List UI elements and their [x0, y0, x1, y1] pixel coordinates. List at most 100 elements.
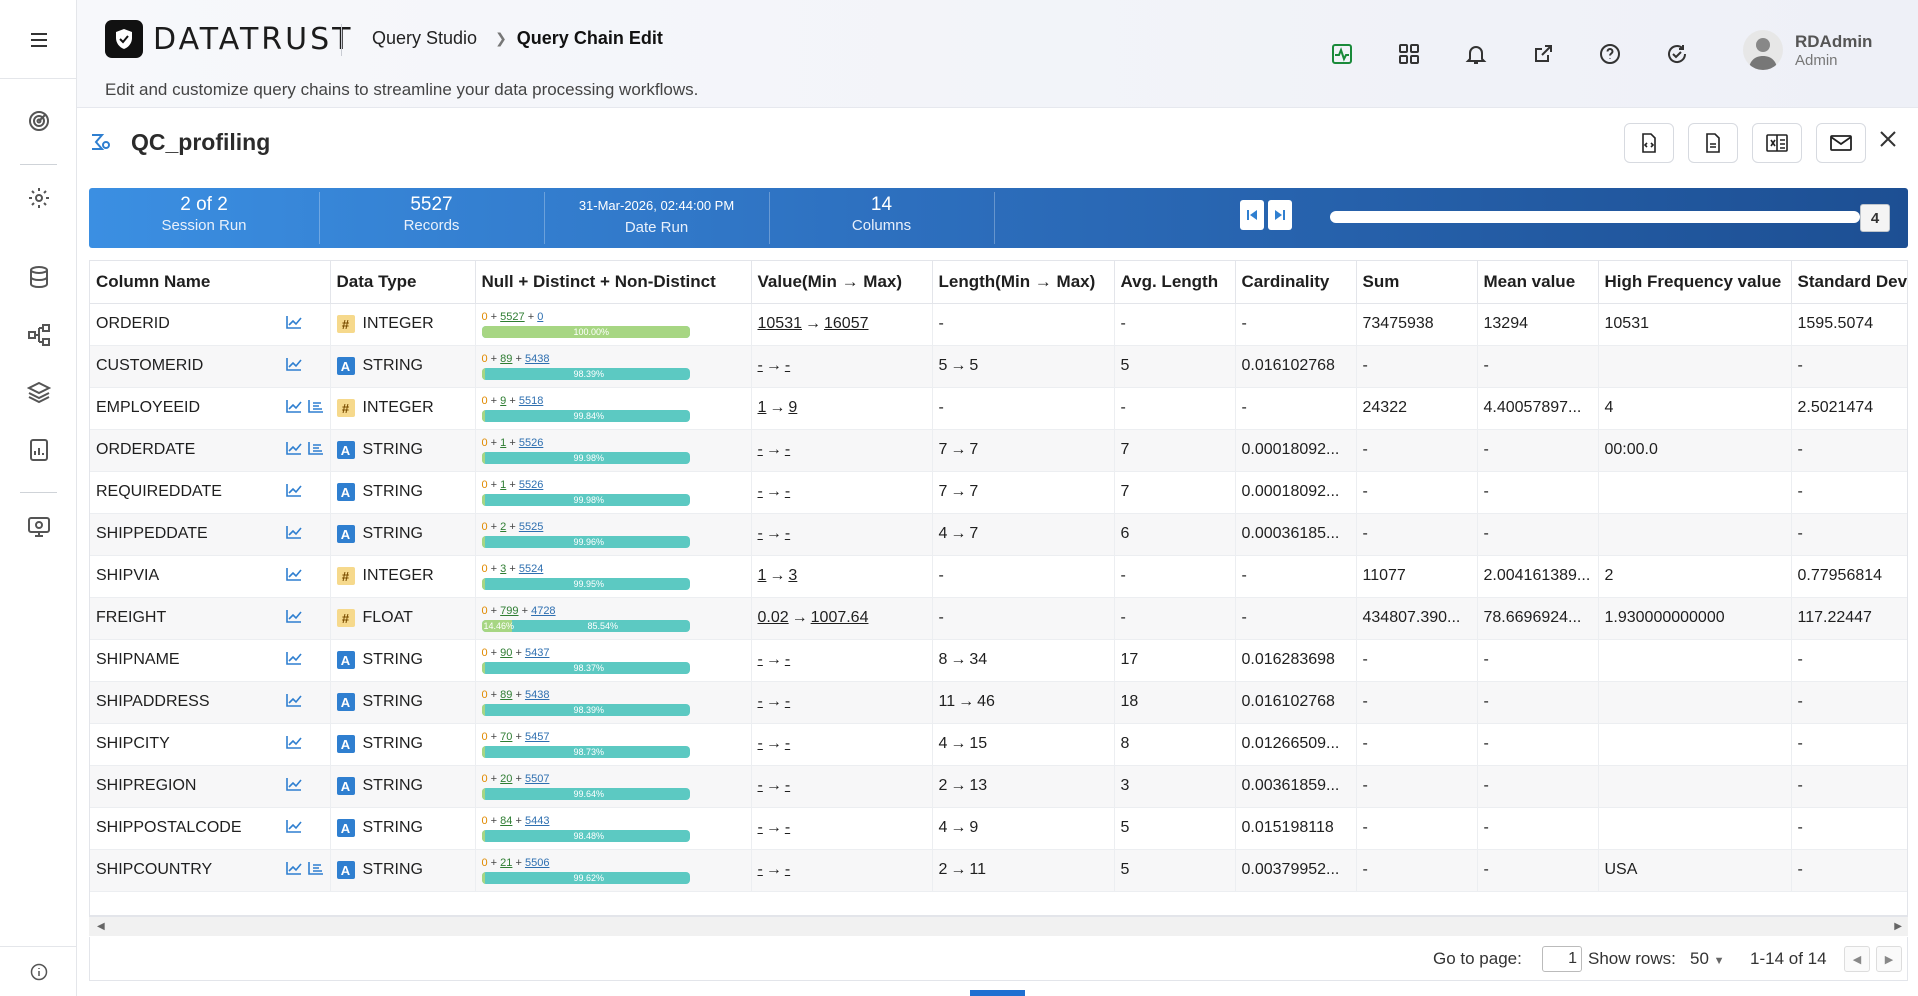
null-count[interactable]: 0: [481, 857, 488, 869]
value-max[interactable]: 1007.64: [810, 609, 869, 626]
table-row[interactable]: FREIGHT # FLOAT 0 + 799 + 4728 14.46% 85.54% 0…: [90, 597, 1907, 640]
refresh-check-icon[interactable]: [1666, 40, 1733, 68]
column-header[interactable]: Data Type: [330, 261, 476, 304]
rows-per-page-select[interactable]: 50 ▼: [1690, 949, 1725, 969]
activity-icon[interactable]: [1331, 40, 1398, 68]
null-count[interactable]: 0: [481, 437, 488, 449]
distinct-count[interactable]: 70: [500, 731, 513, 743]
non-distinct-count[interactable]: 5524: [518, 563, 544, 575]
value-max[interactable]: -: [784, 441, 791, 458]
distinct-count[interactable]: 799: [500, 605, 519, 617]
monitor-settings-icon[interactable]: [0, 507, 77, 547]
null-count[interactable]: 0: [481, 521, 488, 533]
table-row[interactable]: SHIPADDRESS A STRING 0 + 89 + 5438 98.39% - → -…: [90, 681, 1907, 724]
null-count[interactable]: 0: [481, 689, 488, 701]
null-count[interactable]: 0: [481, 563, 488, 575]
trend-chart-icon[interactable]: [285, 735, 302, 754]
value-max[interactable]: -: [784, 525, 791, 542]
close-icon[interactable]: [1878, 129, 1898, 154]
trend-chart-icon[interactable]: [285, 525, 302, 544]
value-min[interactable]: -: [757, 861, 763, 878]
value-min[interactable]: -: [757, 819, 763, 836]
null-count[interactable]: 0: [481, 605, 488, 617]
value-max[interactable]: -: [784, 483, 791, 500]
database-icon[interactable]: [0, 257, 77, 297]
export-pdf-button[interactable]: [1688, 123, 1738, 163]
value-max[interactable]: 3: [788, 567, 798, 584]
non-distinct-count[interactable]: 5438: [524, 353, 550, 365]
help-icon[interactable]: [1599, 40, 1666, 68]
distinct-count[interactable]: 1: [500, 437, 507, 449]
first-session-button[interactable]: [1240, 200, 1264, 230]
null-count[interactable]: 0: [481, 815, 488, 827]
table-row[interactable]: ORDERDATE A STRING 0 + 1 + 5526 99.98% - → -7 → 7…: [90, 429, 1907, 472]
horizontal-scrollbar[interactable]: ◀ ▶: [89, 916, 1908, 936]
bar-chart-icon[interactable]: [307, 861, 324, 880]
null-count[interactable]: 0: [481, 311, 488, 323]
session-slider-track[interactable]: [1330, 211, 1860, 223]
value-min[interactable]: -: [757, 483, 763, 500]
column-header[interactable]: Value(Min → Max): [751, 261, 933, 304]
non-distinct-count[interactable]: 5437: [524, 647, 550, 659]
null-count[interactable]: 0: [481, 479, 488, 491]
non-distinct-count[interactable]: 4728: [531, 605, 556, 617]
column-header[interactable]: Avg. Length: [1114, 261, 1236, 304]
table-row[interactable]: SHIPREGION A STRING 0 + 20 + 5507 99.64% - → -2…: [90, 765, 1907, 808]
table-row[interactable]: EMPLOYEEID # INTEGER 0 + 9 + 5518 99.84% 1 → 9-…: [90, 387, 1907, 430]
value-max[interactable]: -: [784, 357, 791, 374]
table-row[interactable]: SHIPCOUNTRY A STRING 0 + 21 + 5506 99.62% - → -…: [90, 849, 1907, 892]
value-max[interactable]: -: [784, 777, 791, 794]
value-max[interactable]: 9: [788, 399, 798, 416]
menu-icon[interactable]: [0, 20, 77, 60]
user-menu[interactable]: RDAdmin Admin: [1743, 30, 1872, 70]
non-distinct-count[interactable]: 5526: [518, 479, 544, 491]
value-max[interactable]: -: [784, 735, 791, 752]
trend-chart-icon[interactable]: [285, 567, 302, 586]
breadcrumb-query-studio[interactable]: Query Studio: [372, 28, 478, 48]
scroll-right-icon[interactable]: ▶: [1894, 921, 1902, 932]
target-icon[interactable]: [0, 101, 77, 141]
value-max[interactable]: -: [784, 819, 791, 836]
bell-icon[interactable]: [1465, 40, 1532, 68]
distinct-count[interactable]: 90: [500, 647, 513, 659]
null-count[interactable]: 0: [481, 773, 488, 785]
value-min[interactable]: 1: [757, 399, 767, 416]
table-row[interactable]: SHIPPOSTALCODE A STRING 0 + 84 + 5443 98.48%…: [90, 807, 1907, 850]
last-session-button[interactable]: [1268, 200, 1292, 230]
non-distinct-count[interactable]: 5506: [524, 857, 550, 869]
table-row[interactable]: SHIPVIA # INTEGER 0 + 3 + 5524 99.95% 1 → 3- - -1…: [90, 555, 1907, 598]
export-code-button[interactable]: [1624, 123, 1674, 163]
next-page-button[interactable]: ▶: [1876, 946, 1902, 972]
column-header[interactable]: Mean value: [1477, 261, 1599, 304]
non-distinct-count[interactable]: 5518: [518, 395, 544, 407]
distinct-count[interactable]: 21: [500, 857, 513, 869]
non-distinct-count[interactable]: 0: [537, 311, 544, 323]
report-icon[interactable]: [0, 430, 77, 470]
hierarchy-icon[interactable]: [0, 315, 77, 355]
scroll-left-icon[interactable]: ◀: [97, 921, 105, 932]
distinct-count[interactable]: 89: [500, 689, 513, 701]
distinct-count[interactable]: 20: [500, 773, 513, 785]
column-header[interactable]: Length(Min → Max): [932, 261, 1115, 304]
table-row[interactable]: CUSTOMERID A STRING 0 + 89 + 5438 98.39% - → -5…: [90, 345, 1907, 388]
value-min[interactable]: -: [757, 693, 763, 710]
value-max[interactable]: -: [784, 861, 791, 878]
trend-chart-icon[interactable]: [285, 861, 302, 880]
value-min[interactable]: -: [757, 777, 763, 794]
export-excel-button[interactable]: [1752, 123, 1802, 163]
trend-chart-icon[interactable]: [285, 399, 302, 418]
non-distinct-count[interactable]: 5457: [524, 731, 550, 743]
distinct-count[interactable]: 5527: [500, 311, 525, 323]
bar-chart-icon[interactable]: [307, 441, 324, 460]
column-header[interactable]: Null + Distinct + Non-Distinct: [475, 261, 752, 304]
null-count[interactable]: 0: [481, 395, 488, 407]
non-distinct-count[interactable]: 5525: [518, 521, 544, 533]
trend-chart-icon[interactable]: [285, 441, 302, 460]
value-min[interactable]: -: [757, 735, 763, 752]
distinct-count[interactable]: 89: [500, 353, 513, 365]
table-row[interactable]: REQUIREDDATE A STRING 0 + 1 + 5526 99.98% - → -…: [90, 471, 1907, 514]
distinct-count[interactable]: 2: [500, 521, 507, 533]
table-row[interactable]: SHIPPEDDATE A STRING 0 + 2 + 5525 99.96% - → -4…: [90, 513, 1907, 556]
info-icon[interactable]: [0, 952, 77, 992]
column-header[interactable]: Sum: [1356, 261, 1478, 304]
